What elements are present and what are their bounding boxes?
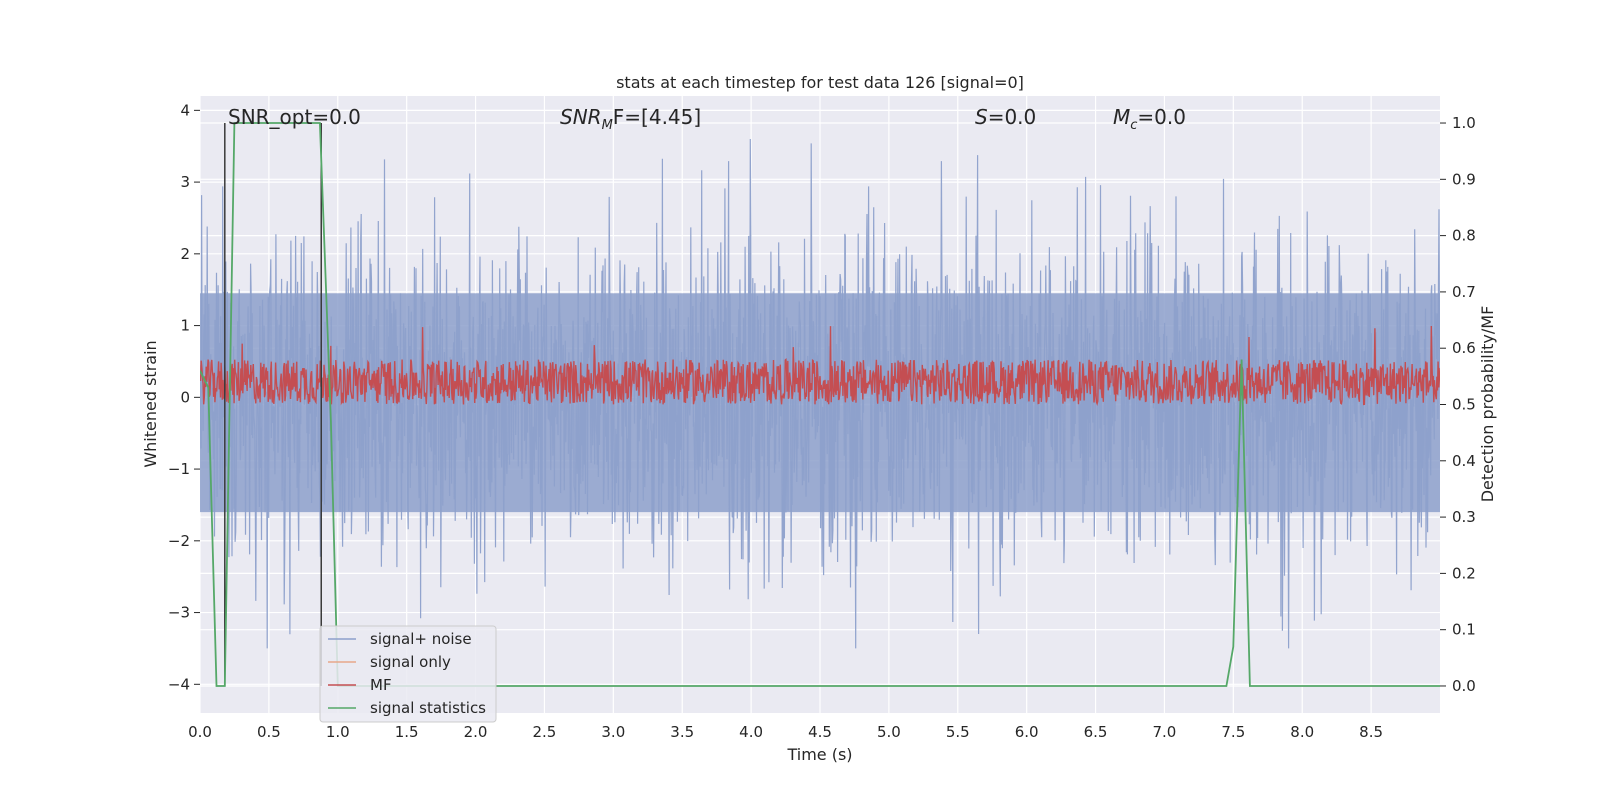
annotation-snr-opt: SNR_opt=0.0: [228, 105, 361, 129]
y-tick-label: −2: [168, 532, 190, 550]
annotation-s: S=0.0: [975, 105, 1036, 129]
x-tick-label: 8.5: [1359, 723, 1383, 741]
x-axis-label: Time (s): [786, 745, 852, 764]
annotation-snr-mf-sub: M: [602, 118, 613, 133]
mf-series: [200, 325, 1440, 406]
x-tick-label: 5.0: [877, 723, 901, 741]
y-tick-label: −3: [168, 604, 190, 622]
x-tick-label: 0.0: [188, 723, 212, 741]
x-tick-label: 7.5: [1221, 723, 1245, 741]
legend-label-signal-noise: signal+ noise: [370, 630, 472, 648]
y-right-tick-label: 0.9: [1452, 170, 1476, 188]
annotation-snr-mf: SNRMF=[4.45]: [560, 105, 701, 133]
legend-label-mf: MF: [370, 676, 392, 694]
signal-noise-series: [200, 138, 1440, 649]
signal-statistics-series: [200, 122, 1440, 687]
x-tick-label: 5.5: [946, 723, 970, 741]
x-tick-label: 7.0: [1153, 723, 1177, 741]
x-tick-label: 0.5: [257, 723, 281, 741]
annotation-snr-mf-base: SNR: [560, 105, 602, 129]
mf-line: [200, 325, 1440, 406]
x-tick-label: 2.0: [464, 723, 488, 741]
x-tick-label: 1.5: [395, 723, 419, 741]
signal-noise-line: [200, 138, 1440, 649]
legend-label-signal-statistics: signal statistics: [370, 699, 486, 717]
y-right-tick-label: 0.2: [1452, 564, 1476, 582]
annotation-mc-base: M: [1113, 105, 1130, 129]
y-right-tick-label: 0.8: [1452, 227, 1476, 245]
y-right-tick-label: 0.4: [1452, 452, 1476, 470]
x-tick-label: 6.0: [1015, 723, 1039, 741]
annotation-s-base: S: [975, 105, 988, 129]
x-tick-label: 3.0: [601, 723, 625, 741]
x-tick-label: 1.0: [326, 723, 350, 741]
annotation-s-rest: =0.0: [988, 105, 1037, 129]
y-right-axis-label: Detection probability/MF: [1478, 306, 1497, 503]
x-tick-label: 4.0: [739, 723, 763, 741]
annotation-mc-sub: c: [1130, 118, 1137, 133]
y-tick-label: −1: [168, 460, 190, 478]
y-right-tick-label: 0.6: [1452, 339, 1476, 357]
y-axis-ticks: 4 3 2 1 0 −1 −2 −3 −4: [168, 101, 200, 693]
y-right-tick-label: 0.3: [1452, 508, 1476, 526]
annotation-mc: Mc=0.0: [1113, 105, 1186, 133]
y-right-tick-label: 1.0: [1452, 114, 1476, 132]
x-tick-label: 6.5: [1084, 723, 1108, 741]
y-tick-label: 4: [180, 101, 190, 119]
x-tick-label: 4.5: [808, 723, 832, 741]
y-right-axis-ticks: 1.0 0.9 0.8 0.7 0.6 0.5 0.4 0.3 0.2 0.1 0.0: [1440, 114, 1476, 695]
y-axis-label: Whitened strain: [141, 340, 160, 467]
x-tick-label: 8.0: [1290, 723, 1314, 741]
y-right-tick-label: 0.0: [1452, 677, 1476, 695]
y-tick-label: 0: [180, 388, 190, 406]
y-tick-label: 2: [180, 245, 190, 263]
annotation-mc-rest: =0.0: [1137, 105, 1186, 129]
legend-box: [319, 625, 497, 723]
y-tick-label: 1: [180, 317, 190, 335]
legend: signal+ noise signal only MF signal stat…: [319, 625, 497, 723]
y-right-tick-label: 0.5: [1452, 396, 1476, 414]
legend-label-signal-only: signal only: [370, 653, 451, 671]
chart-title: stats at each timestep for test data 126…: [616, 73, 1024, 92]
annotation-snr-mf-rest: F=[4.45]: [613, 105, 701, 129]
vertical-markers: [224, 123, 322, 686]
signal-statistics-line: [200, 122, 1440, 687]
x-tick-label: 2.5: [533, 723, 557, 741]
y-tick-label: 3: [180, 173, 190, 191]
x-tick-label: 3.5: [670, 723, 694, 741]
x-axis-ticks: 0.0 0.5 1.0 1.5 2.0 2.5 3.0 3.5 4.0 4.5 5.0 5.5 6.0 6…: [188, 723, 1383, 741]
y-tick-label: −4: [168, 675, 190, 693]
y-right-tick-label: 0.7: [1452, 283, 1476, 301]
y-right-tick-label: 0.1: [1452, 621, 1476, 639]
